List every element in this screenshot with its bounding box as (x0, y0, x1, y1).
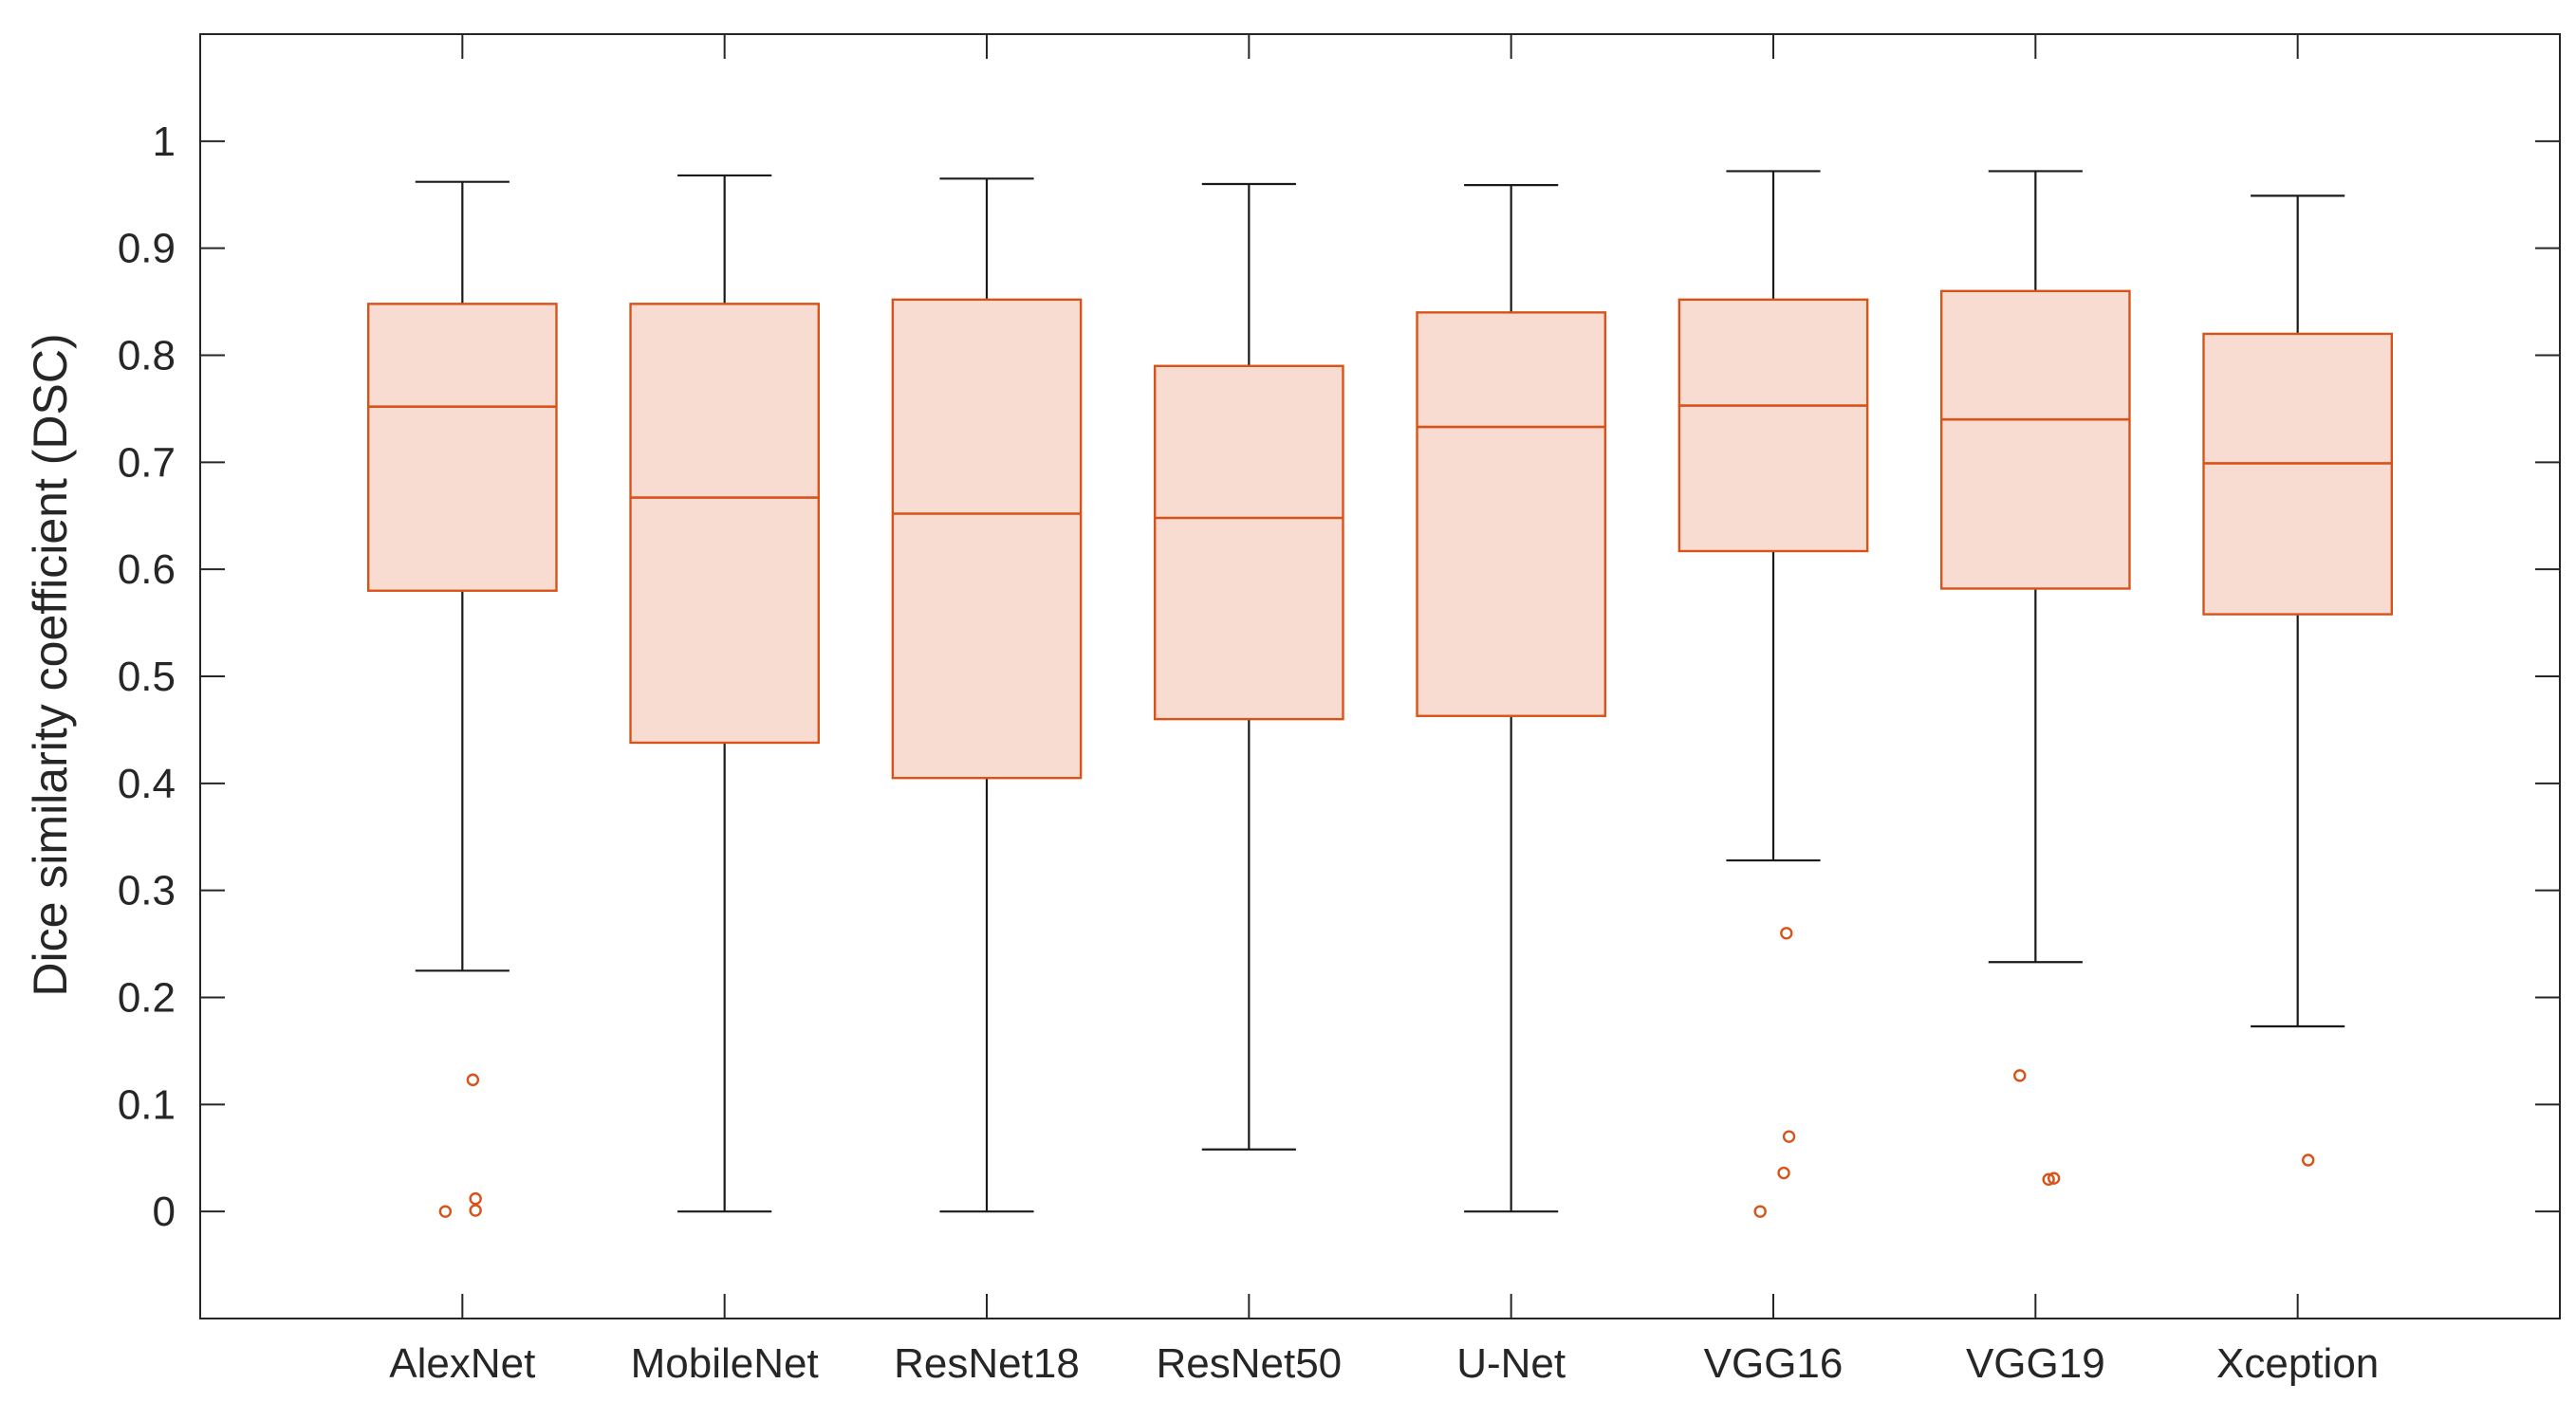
outlier-point (1782, 1130, 1796, 1143)
boxes-layer (366, 170, 2394, 1218)
iqr-box (629, 303, 821, 745)
y-tick-label: 0.5 (118, 654, 176, 700)
outlier-point (1777, 1166, 1790, 1180)
box-group-alexnet (366, 180, 558, 1218)
y-tick-label: 0 (153, 1189, 176, 1235)
x-tick-label: Xception (2216, 1340, 2379, 1387)
y-tick-label: 0.8 (118, 333, 176, 379)
x-tick-label: AlexNet (389, 1340, 535, 1387)
outlier-point (469, 1204, 482, 1217)
x-tick-label: ResNet18 (894, 1340, 1080, 1387)
outlier-point (2042, 1172, 2055, 1187)
y-ticks-layer: 0 0.1 0.2 0.3 0.4 0.5 0.6 0.7 0.8 0.9 1 (118, 119, 2560, 1235)
iqr-box (1677, 298, 1869, 553)
plot-frame (199, 33, 2561, 1319)
outlier-point (1753, 1205, 1767, 1218)
y-tick-label: 0.3 (118, 868, 176, 914)
iqr-box (366, 303, 558, 592)
outlier-point (2302, 1153, 2315, 1167)
box-group-vgg19 (1939, 170, 2131, 1187)
outlier-point (438, 1205, 453, 1218)
outlier-point (2047, 1171, 2061, 1185)
iqr-box (2202, 332, 2394, 616)
outlier-point (469, 1191, 482, 1206)
y-tick-label: 0.2 (118, 975, 176, 1022)
y-tick-label: 0.4 (118, 761, 176, 807)
box-group-resnet50 (1153, 182, 1344, 1151)
y-tick-label: 1 (153, 119, 176, 165)
y-tick-label: 0.7 (118, 439, 176, 486)
x-ticks-layer: AlexNet MobileNet ResNet18 ResNet50 U-Net VGG… (389, 34, 2379, 1387)
y-tick-label: 0.1 (118, 1081, 176, 1128)
x-tick-label: VGG19 (1966, 1340, 2105, 1387)
y-axis-label: Dice similarity coefficient (DSC) (24, 333, 77, 996)
x-tick-label: ResNet50 (1156, 1340, 1342, 1387)
box-group-resnet18 (891, 177, 1083, 1213)
iqr-box (1939, 289, 2131, 590)
iqr-box (891, 298, 1083, 780)
box-group-xception (2202, 194, 2394, 1167)
iqr-box (1416, 311, 1607, 717)
y-tick-label: 0.6 (118, 546, 176, 593)
iqr-box (1153, 364, 1344, 721)
outlier-point (466, 1073, 480, 1087)
box-group-u-net (1416, 183, 1607, 1213)
box-group-vgg16 (1677, 170, 1869, 1218)
y-tick-label: 0.9 (118, 226, 176, 272)
axes-frame (199, 33, 2561, 1319)
outlier-point (2013, 1069, 2027, 1082)
x-tick-label: VGG16 (1704, 1340, 1844, 1387)
box-group-mobilenet (629, 174, 821, 1213)
x-tick-label: U-Net (1456, 1340, 1566, 1387)
x-tick-label: MobileNet (631, 1340, 819, 1387)
outlier-point (1780, 927, 1793, 940)
